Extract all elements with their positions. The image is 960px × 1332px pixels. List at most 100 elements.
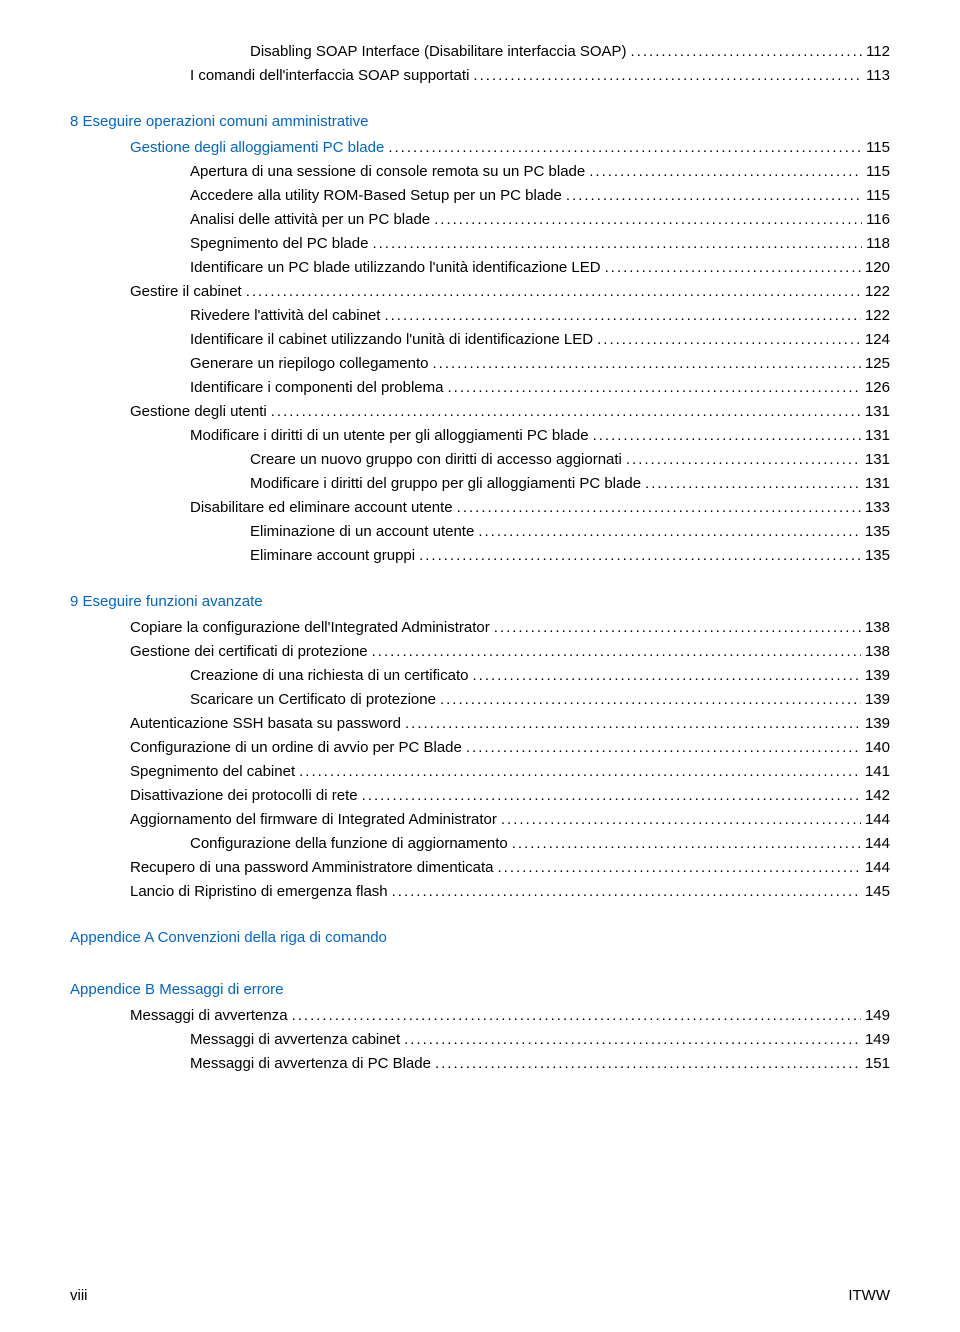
toc-entry[interactable]: Autenticazione SSH basata su password 13…: [70, 712, 890, 736]
toc-page-number: 140: [865, 736, 890, 760]
toc-leader-dots: [392, 880, 861, 904]
toc-title: I comandi dell'interfaccia SOAP supporta…: [190, 64, 469, 88]
toc-title: Modificare i diritti di un utente per gl…: [190, 424, 589, 448]
toc-leader-dots: [372, 232, 862, 256]
toc-entry[interactable]: Scaricare un Certificato di protezione 1…: [70, 688, 890, 712]
toc-entry[interactable]: Aggiornamento del firmware di Integrated…: [70, 808, 890, 832]
toc-entry[interactable]: Disabilitare ed eliminare account utente…: [70, 496, 890, 520]
toc-leader-dots: [372, 640, 861, 664]
toc-page-number: 118: [866, 232, 890, 256]
toc-entry[interactable]: Gestione dei certificati di protezione 1…: [70, 640, 890, 664]
toc-title: Messaggi di avvertenza: [130, 1004, 288, 1028]
toc-entry[interactable]: Disattivazione dei protocolli di rete 14…: [70, 784, 890, 808]
toc-page-number: 112: [866, 40, 890, 64]
toc-title: Rivedere l'attività del cabinet: [190, 304, 380, 328]
toc-leader-dots: [472, 664, 860, 688]
toc-leader-dots: [501, 808, 861, 832]
toc-title: Recupero di una password Amministratore …: [130, 856, 494, 880]
toc-leader-dots: [605, 256, 861, 280]
toc-entry[interactable]: Gestire il cabinet 122: [70, 280, 890, 304]
toc-leader-dots: [597, 328, 861, 352]
toc-title: Creazione di una richiesta di un certifi…: [190, 664, 468, 688]
toc-entry[interactable]: Messaggi di avvertenza di PC Blade 151: [70, 1052, 890, 1076]
toc-page-number: 135: [865, 544, 890, 568]
toc-entry[interactable]: Creare un nuovo gruppo con diritti di ac…: [70, 448, 890, 472]
toc-entry[interactable]: I comandi dell'interfaccia SOAP supporta…: [70, 64, 890, 88]
toc-title: Identificare il cabinet utilizzando l'un…: [190, 328, 593, 352]
toc-entry[interactable]: Analisi delle attività per un PC blade 1…: [70, 208, 890, 232]
toc-entry[interactable]: Configurazione della funzione di aggiorn…: [70, 832, 890, 856]
toc-page-number: 115: [866, 184, 890, 208]
toc-entry[interactable]: Identificare i componenti del problema 1…: [70, 376, 890, 400]
toc-leader-dots: [434, 208, 862, 232]
toc-title: Eliminazione di un account utente: [250, 520, 474, 544]
toc-entry[interactable]: Identificare il cabinet utilizzando l'un…: [70, 328, 890, 352]
toc-leader-dots: [466, 736, 861, 760]
toc-entry[interactable]: Spegnimento del PC blade 118: [70, 232, 890, 256]
toc-page-number: 139: [865, 688, 890, 712]
toc-entry[interactable]: Apertura di una sessione di console remo…: [70, 160, 890, 184]
toc-title: Spegnimento del cabinet: [130, 760, 295, 784]
page-number: viii: [70, 1287, 88, 1304]
toc-entry[interactable]: Modificare i diritti del gruppo per gli …: [70, 472, 890, 496]
toc-entry[interactable]: Lancio di Ripristino di emergenza flash …: [70, 880, 890, 904]
toc-page-number: 138: [865, 616, 890, 640]
toc-title: Configurazione di un ordine di avvio per…: [130, 736, 462, 760]
page-container: Disabling SOAP Interface (Disabilitare i…: [0, 0, 960, 1332]
toc-page-number: 135: [865, 520, 890, 544]
toc-entry[interactable]: Gestione degli utenti 131: [70, 400, 890, 424]
toc-entry[interactable]: Messaggi di avvertenza 149: [70, 1004, 890, 1028]
toc-title: Modificare i diritti del gruppo per gli …: [250, 472, 641, 496]
toc-entry[interactable]: Generare un riepilogo collegamento 125: [70, 352, 890, 376]
toc-entry[interactable]: Modificare i diritti di un utente per gl…: [70, 424, 890, 448]
toc-page-number: 131: [865, 400, 890, 424]
toc-entry[interactable]: Copiare la configurazione dell'Integrate…: [70, 616, 890, 640]
toc-entry[interactable]: Recupero di una password Amministratore …: [70, 856, 890, 880]
toc-title: Apertura di una sessione di console remo…: [190, 160, 585, 184]
toc-leader-dots: [447, 376, 860, 400]
section-heading[interactable]: Appendice A Convenzioni della riga di co…: [70, 926, 890, 950]
toc-page-number: 133: [865, 496, 890, 520]
toc-entry[interactable]: Spegnimento del cabinet 141: [70, 760, 890, 784]
toc-entry[interactable]: Eliminazione di un account utente 135: [70, 520, 890, 544]
section-heading[interactable]: 8 Eseguire operazioni comuni amministrat…: [70, 110, 890, 134]
toc-page-number: 144: [865, 808, 890, 832]
toc-title: Identificare un PC blade utilizzando l'u…: [190, 256, 601, 280]
toc-leader-dots: [292, 1004, 861, 1028]
toc-entry[interactable]: Disabling SOAP Interface (Disabilitare i…: [70, 40, 890, 64]
toc-entry[interactable]: Identificare un PC blade utilizzando l'u…: [70, 256, 890, 280]
toc-page-number: 144: [865, 856, 890, 880]
toc-title: Scaricare un Certificato di protezione: [190, 688, 436, 712]
toc-entry[interactable]: Eliminare account gruppi 135: [70, 544, 890, 568]
toc-entry[interactable]: Messaggi di avvertenza cabinet 149: [70, 1028, 890, 1052]
toc-page-number: 144: [865, 832, 890, 856]
toc-page-number: 151: [865, 1052, 890, 1076]
toc-leader-dots: [631, 40, 863, 64]
toc-entry[interactable]: Creazione di una richiesta di un certifi…: [70, 664, 890, 688]
toc-title: Gestione degli alloggiamenti PC blade: [130, 136, 384, 160]
toc-title: Disabilitare ed eliminare account utente: [190, 496, 453, 520]
toc-leader-dots: [271, 400, 861, 424]
toc-page-number: 125: [865, 352, 890, 376]
toc-entry[interactable]: Gestione degli alloggiamenti PC blade 11…: [70, 136, 890, 160]
toc-leader-dots: [478, 520, 861, 544]
toc-title: Identificare i componenti del problema: [190, 376, 443, 400]
toc-page-number: 122: [865, 304, 890, 328]
section-heading[interactable]: 9 Eseguire funzioni avanzate: [70, 590, 890, 614]
page-footer: viii ITWW: [70, 1287, 890, 1304]
toc-page-number: 122: [865, 280, 890, 304]
toc-leader-dots: [388, 136, 862, 160]
table-of-contents: Disabling SOAP Interface (Disabilitare i…: [70, 40, 890, 1076]
toc-title: Copiare la configurazione dell'Integrate…: [130, 616, 490, 640]
toc-entry[interactable]: Rivedere l'attività del cabinet 122: [70, 304, 890, 328]
toc-leader-dots: [440, 688, 861, 712]
toc-entry[interactable]: Configurazione di un ordine di avvio per…: [70, 736, 890, 760]
toc-page-number: 115: [866, 136, 890, 160]
toc-title: Spegnimento del PC blade: [190, 232, 368, 256]
toc-page-number: 113: [866, 64, 890, 88]
toc-title: Creare un nuovo gruppo con diritti di ac…: [250, 448, 622, 472]
toc-leader-dots: [589, 160, 862, 184]
toc-page-number: 139: [865, 712, 890, 736]
section-heading[interactable]: Appendice B Messaggi di errore: [70, 978, 890, 1002]
toc-entry[interactable]: Accedere alla utility ROM-Based Setup pe…: [70, 184, 890, 208]
